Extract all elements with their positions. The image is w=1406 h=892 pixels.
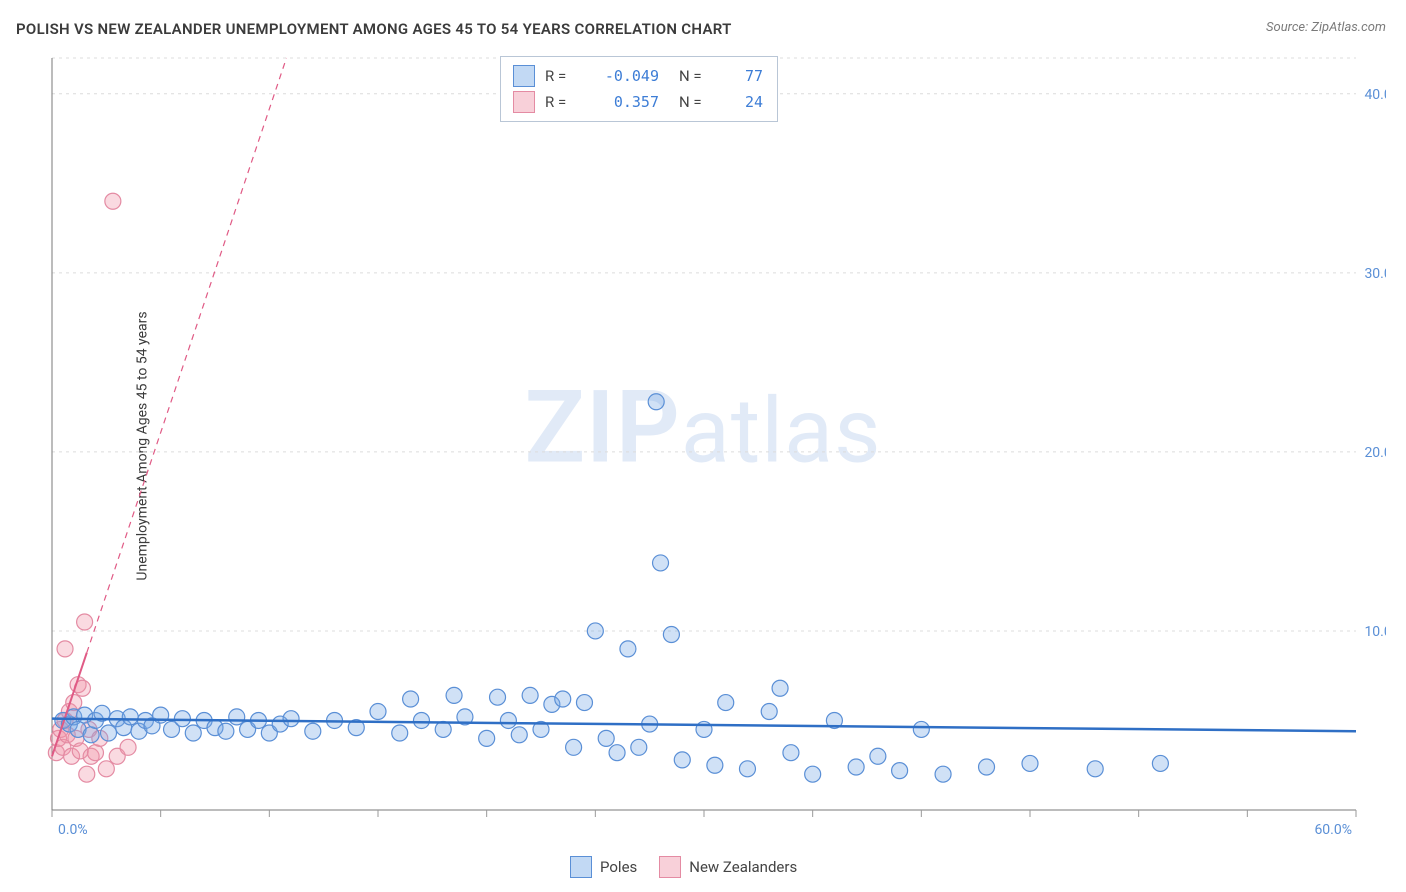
svg-text:60.0%: 60.0% — [1314, 822, 1352, 838]
legend-n-label: N = — [679, 67, 713, 85]
chart-svg: 0.0% 60.0% 10.0% 20.0% 30.0% 40.0% — [46, 50, 1386, 840]
svg-text:20.0%: 20.0% — [1364, 445, 1386, 461]
legend-r-value: 0.357 — [589, 93, 659, 111]
legend-swatch — [659, 856, 681, 878]
svg-text:0.0%: 0.0% — [58, 822, 88, 838]
series-legend-item: New Zealanders — [659, 856, 797, 878]
legend-n-label: N = — [679, 93, 713, 111]
series-legend-label: Poles — [600, 858, 637, 876]
legend-r-label: R = — [545, 67, 579, 85]
scatter-chart: 0.0% 60.0% 10.0% 20.0% 30.0% 40.0% — [46, 50, 1386, 840]
legend-r-label: R = — [545, 93, 579, 111]
legend-n-value: 77 — [723, 67, 763, 85]
svg-text:10.0%: 10.0% — [1364, 624, 1386, 640]
svg-text:40.0%: 40.0% — [1364, 87, 1386, 103]
legend-swatch — [513, 91, 535, 113]
correlation-legend: R = -0.049 N = 77 R = 0.357 N = 24 — [500, 56, 778, 122]
legend-row: R = 0.357 N = 24 — [513, 89, 763, 115]
legend-swatch — [570, 856, 592, 878]
legend-row: R = -0.049 N = 77 — [513, 63, 763, 89]
legend-r-value: -0.049 — [589, 67, 659, 85]
series-legend-label: New Zealanders — [689, 858, 797, 876]
chart-title: POLISH VS NEW ZEALANDER UNEMPLOYMENT AMO… — [16, 20, 732, 38]
legend-swatch — [513, 65, 535, 87]
legend-n-value: 24 — [723, 93, 763, 111]
series-legend-item: Poles — [570, 856, 637, 878]
series-legend: Poles New Zealanders — [570, 856, 797, 878]
svg-text:30.0%: 30.0% — [1364, 266, 1386, 282]
source-attribution: Source: ZipAtlas.com — [1266, 20, 1386, 35]
